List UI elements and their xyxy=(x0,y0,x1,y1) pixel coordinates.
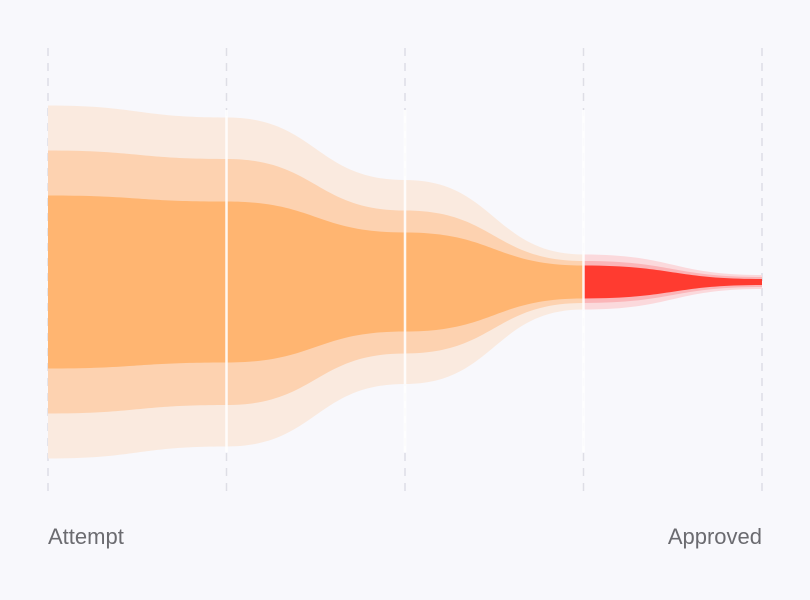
funnel-band xyxy=(226,201,405,363)
stage-label: Approved xyxy=(668,524,762,549)
funnel-band xyxy=(583,265,762,299)
funnel-band xyxy=(405,232,584,332)
funnel-band xyxy=(48,195,227,369)
stage-label: Attempt xyxy=(48,524,124,549)
